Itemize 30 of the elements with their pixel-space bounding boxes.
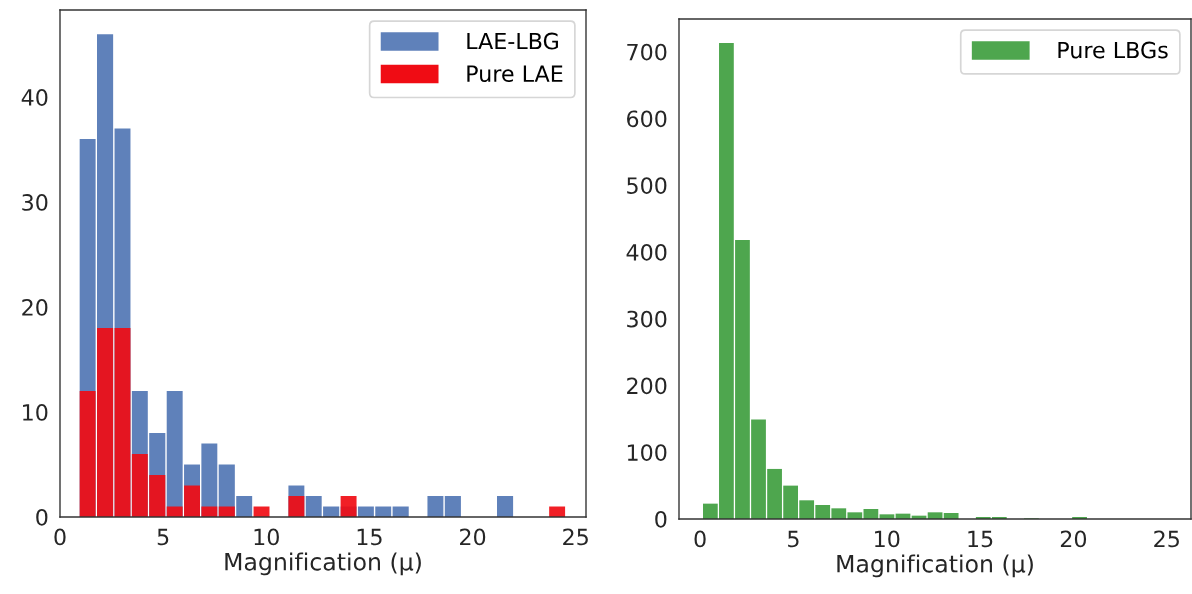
y-tick-label: 100: [627, 444, 667, 461]
x-tick-label: 0: [694, 530, 706, 548]
legend-label: Pure LAE: [467, 65, 563, 83]
x-tick-label: 25: [1154, 530, 1179, 548]
y-tick-label: 0: [655, 510, 667, 528]
y-tick-label: 500: [627, 177, 667, 194]
y-tick-label: 0: [36, 508, 48, 526]
y-tick-label: 300: [627, 310, 667, 328]
y-tick-label: 700: [627, 43, 667, 61]
x-tick-label: 5: [788, 530, 799, 548]
y-tick-label: 10: [23, 403, 48, 421]
y-tick-label: 600: [627, 110, 667, 128]
x-tick-label: 5: [157, 528, 169, 546]
x-tick-label: 10: [875, 530, 900, 548]
x-tick-label: 10: [254, 528, 279, 546]
x-tick-label: 15: [357, 528, 382, 546]
y-tick-label: 30: [22, 194, 48, 211]
x-tick-label: 20: [460, 528, 486, 546]
x-tick-label: 0: [54, 528, 66, 546]
x-tick-label: 15: [968, 530, 993, 548]
x-tick-label: 25: [563, 528, 588, 546]
legend-label: Pure LBGs: [1058, 41, 1168, 59]
y-tick-label: 40: [21, 89, 48, 106]
x-axis-title: Magnification (μ): [837, 554, 1033, 578]
y-tick-label: 20: [22, 299, 48, 316]
y-tick-label: 400: [626, 243, 667, 261]
x-axis-title: Magnification (μ): [225, 552, 421, 576]
x-tick-label: 20: [1060, 530, 1087, 548]
legend-label: LAE-LBG: [467, 32, 558, 50]
y-tick-label: 200: [627, 377, 667, 395]
